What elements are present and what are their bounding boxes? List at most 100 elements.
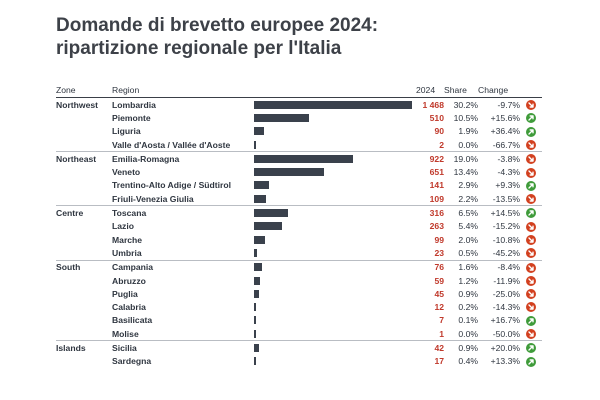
region-label: Umbria (112, 247, 142, 258)
region-label: Valle d'Aosta / Vallée d'Aoste (112, 139, 231, 150)
value-2024: 12 (434, 302, 444, 313)
table-row: Puglia 45 0.9% -25.0% (56, 287, 542, 300)
arrow-down-icon (526, 234, 536, 245)
bar-cell (254, 151, 416, 166)
header-change: Change (478, 83, 520, 98)
arrow-down-icon (526, 248, 536, 259)
header-region: Region (112, 83, 254, 98)
zone-label (56, 300, 112, 313)
value-2024: 59 (434, 275, 444, 286)
change-icon-cell (520, 165, 542, 178)
bar (254, 357, 256, 366)
change-icon-cell (520, 274, 542, 287)
zone-label (56, 274, 112, 287)
value-2024: 1 468 (422, 99, 444, 110)
change-value: -9.7% (497, 99, 520, 110)
table-row: Northwest Lombardia 1 468 30.2% -9.7% (56, 98, 542, 112)
share-value: 0.4% (458, 356, 478, 367)
share-value: 30.2% (453, 99, 478, 110)
zone-label (56, 165, 112, 178)
region-label: Liguria (112, 126, 141, 137)
arrow-down-icon (526, 154, 536, 165)
share-value: 1.6% (444, 259, 478, 274)
bar-cell (254, 192, 416, 206)
arrow-down-icon (526, 289, 536, 300)
bar (254, 248, 257, 257)
arrow-down-icon (526, 100, 536, 111)
table-row: Sardegna 17 0.4% +13.3% (56, 355, 542, 368)
table-row: Lazio 263 5.4% -15.2% (56, 220, 542, 233)
zone-label (56, 246, 112, 260)
region-label: Veneto (112, 167, 141, 178)
arrow-up-icon (526, 343, 536, 354)
arrow-up-icon (526, 208, 536, 219)
arrow-up-icon (526, 126, 536, 137)
bar-cell (254, 287, 416, 300)
zone-label: Northeast (56, 151, 112, 166)
change-value: -15.2% (492, 221, 520, 232)
arrow-down-icon (526, 194, 536, 205)
change-value: +9.3% (495, 180, 520, 191)
arrow-up-icon (526, 356, 536, 367)
bar (254, 168, 325, 177)
bar-cell (254, 233, 416, 246)
bar (254, 181, 270, 190)
value-2024: 7 (439, 315, 444, 326)
share-value: 10.5% (453, 112, 478, 123)
table-row: Liguria 90 1.9% +36.4% (56, 125, 542, 138)
value-2024: 42 (416, 340, 444, 355)
region-label: Molise (112, 328, 139, 339)
arrow-down-icon (526, 275, 536, 286)
table-row: Basilicata 7 0.1% +16.7% (56, 314, 542, 327)
zone-label (56, 125, 112, 138)
table-row: Islands Sicilia 42 0.9% +20.0% (56, 340, 542, 355)
zone-label (56, 179, 112, 192)
table-row: Trentino-Alto Adige / Südtirol 141 2.9% +9.… (56, 179, 542, 192)
change-value: +13.3% (490, 356, 520, 367)
change-value: +20.0% (478, 340, 520, 355)
region-label: Abruzzo (112, 275, 146, 286)
share-value: 2.9% (458, 180, 478, 191)
zone-label: South (56, 259, 112, 274)
bar-cell (254, 125, 416, 138)
change-icon-cell (520, 192, 542, 206)
change-value: -45.2% (492, 247, 520, 258)
change-icon-cell (520, 300, 542, 313)
change-icon-cell (520, 205, 542, 220)
change-icon-cell (520, 179, 542, 192)
share-value: 1.2% (458, 275, 478, 286)
zone-label (56, 287, 112, 300)
change-icon-cell (520, 233, 542, 246)
value-2024: 23 (434, 247, 444, 258)
bar (254, 329, 256, 338)
zone-label (56, 233, 112, 246)
arrow-down-icon (526, 139, 536, 150)
change-icon-cell (520, 246, 542, 260)
change-icon-cell (520, 125, 542, 138)
table-row: South Campania 76 1.6% -8.4% (56, 259, 542, 274)
bar (254, 154, 354, 163)
value-2024: 651 (429, 167, 444, 178)
title-line-1: Domande di brevetto europee 2024: (56, 15, 379, 36)
arrow-up-icon (526, 315, 536, 326)
arrow-down-icon (526, 167, 536, 178)
value-2024: 2 (439, 139, 444, 150)
bar (254, 140, 256, 149)
table-row: Marche 99 2.0% -10.8% (56, 233, 542, 246)
change-icon-cell (520, 220, 542, 233)
change-value: -8.4% (478, 259, 520, 274)
change-value: +16.7% (490, 315, 520, 326)
share-value: 0.9% (444, 340, 478, 355)
value-2024: 76 (416, 259, 444, 274)
change-value: -25.0% (492, 288, 520, 299)
region-label: Friuli-Venezia Giulia (112, 193, 194, 204)
region-label: Calabria (112, 302, 146, 313)
value-2024: 141 (429, 180, 444, 191)
title-line-2: ripartizione regionale per l'Italia (56, 38, 342, 59)
bar (254, 194, 266, 203)
bar-cell (254, 327, 416, 341)
bar-cell (254, 111, 416, 124)
share-value: 0.5% (458, 247, 478, 258)
change-value: -14.3% (492, 302, 520, 313)
bar (254, 235, 265, 244)
